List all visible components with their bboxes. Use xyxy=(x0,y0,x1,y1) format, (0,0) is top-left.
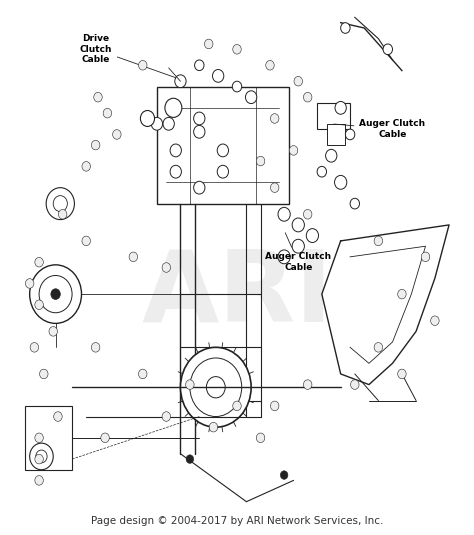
Circle shape xyxy=(341,22,350,33)
Bar xyxy=(317,103,350,129)
Circle shape xyxy=(317,166,327,177)
Circle shape xyxy=(271,114,279,123)
Circle shape xyxy=(162,263,171,272)
Circle shape xyxy=(294,77,302,86)
Circle shape xyxy=(54,412,62,421)
Circle shape xyxy=(35,454,43,464)
Circle shape xyxy=(335,102,346,114)
Circle shape xyxy=(204,39,213,49)
Circle shape xyxy=(91,140,100,150)
Circle shape xyxy=(335,175,347,189)
Circle shape xyxy=(209,422,218,432)
Circle shape xyxy=(190,358,242,417)
Circle shape xyxy=(271,401,279,411)
Circle shape xyxy=(374,236,383,246)
Circle shape xyxy=(35,433,43,442)
Circle shape xyxy=(138,369,147,379)
Circle shape xyxy=(421,252,430,262)
Circle shape xyxy=(233,44,241,54)
Bar xyxy=(327,124,346,145)
Circle shape xyxy=(217,144,228,157)
Circle shape xyxy=(246,91,257,104)
Bar xyxy=(25,406,72,470)
Circle shape xyxy=(351,380,359,389)
Circle shape xyxy=(35,300,43,310)
Circle shape xyxy=(46,188,74,219)
Circle shape xyxy=(35,257,43,267)
Circle shape xyxy=(398,289,406,299)
Circle shape xyxy=(101,433,109,442)
Circle shape xyxy=(49,326,57,336)
Circle shape xyxy=(278,250,290,264)
Circle shape xyxy=(194,181,205,194)
Circle shape xyxy=(206,377,225,398)
Circle shape xyxy=(151,117,163,130)
Circle shape xyxy=(374,342,383,352)
Circle shape xyxy=(326,149,337,162)
Circle shape xyxy=(233,401,241,411)
Circle shape xyxy=(26,279,34,288)
Text: Auger Clutch
Cable: Auger Clutch Cable xyxy=(334,119,426,139)
Circle shape xyxy=(181,347,251,427)
Circle shape xyxy=(58,210,67,219)
Circle shape xyxy=(256,433,265,442)
Circle shape xyxy=(163,117,174,130)
Circle shape xyxy=(165,98,182,117)
Circle shape xyxy=(82,236,91,246)
Circle shape xyxy=(140,111,155,126)
Circle shape xyxy=(306,228,319,242)
Circle shape xyxy=(217,165,228,178)
Circle shape xyxy=(39,276,72,313)
Circle shape xyxy=(175,75,186,88)
Circle shape xyxy=(170,165,182,178)
Text: Auger Clutch
Cable: Auger Clutch Cable xyxy=(265,233,331,272)
Circle shape xyxy=(303,93,312,102)
Circle shape xyxy=(82,162,91,171)
Circle shape xyxy=(186,380,194,389)
Circle shape xyxy=(138,60,147,70)
Circle shape xyxy=(303,380,312,389)
Circle shape xyxy=(39,369,48,379)
Circle shape xyxy=(113,129,121,139)
Circle shape xyxy=(36,450,47,463)
Circle shape xyxy=(30,265,82,323)
Circle shape xyxy=(303,210,312,219)
Bar xyxy=(157,87,289,204)
Circle shape xyxy=(278,208,290,221)
Circle shape xyxy=(195,60,204,71)
Circle shape xyxy=(271,183,279,193)
Circle shape xyxy=(232,81,242,92)
Text: Drive
Clutch
Cable: Drive Clutch Cable xyxy=(79,34,175,78)
Circle shape xyxy=(194,112,205,125)
Circle shape xyxy=(91,342,100,352)
Circle shape xyxy=(350,198,359,209)
Circle shape xyxy=(292,218,304,232)
Circle shape xyxy=(53,196,67,212)
Circle shape xyxy=(280,471,288,479)
Circle shape xyxy=(212,70,224,82)
Circle shape xyxy=(398,369,406,379)
Circle shape xyxy=(162,412,171,421)
Circle shape xyxy=(292,239,304,253)
Circle shape xyxy=(431,316,439,325)
Circle shape xyxy=(170,144,182,157)
Circle shape xyxy=(383,44,392,55)
Circle shape xyxy=(35,476,43,485)
Text: Page design © 2004-2017 by ARI Network Services, Inc.: Page design © 2004-2017 by ARI Network S… xyxy=(91,516,383,525)
Circle shape xyxy=(94,93,102,102)
Text: ARI: ARI xyxy=(141,246,333,342)
Circle shape xyxy=(289,146,298,155)
Circle shape xyxy=(103,109,112,118)
Circle shape xyxy=(30,443,53,470)
Circle shape xyxy=(51,289,60,300)
Circle shape xyxy=(266,60,274,70)
Circle shape xyxy=(346,129,355,140)
Circle shape xyxy=(186,455,194,463)
Circle shape xyxy=(194,125,205,138)
Circle shape xyxy=(30,342,38,352)
Circle shape xyxy=(129,252,137,262)
Circle shape xyxy=(256,156,265,166)
